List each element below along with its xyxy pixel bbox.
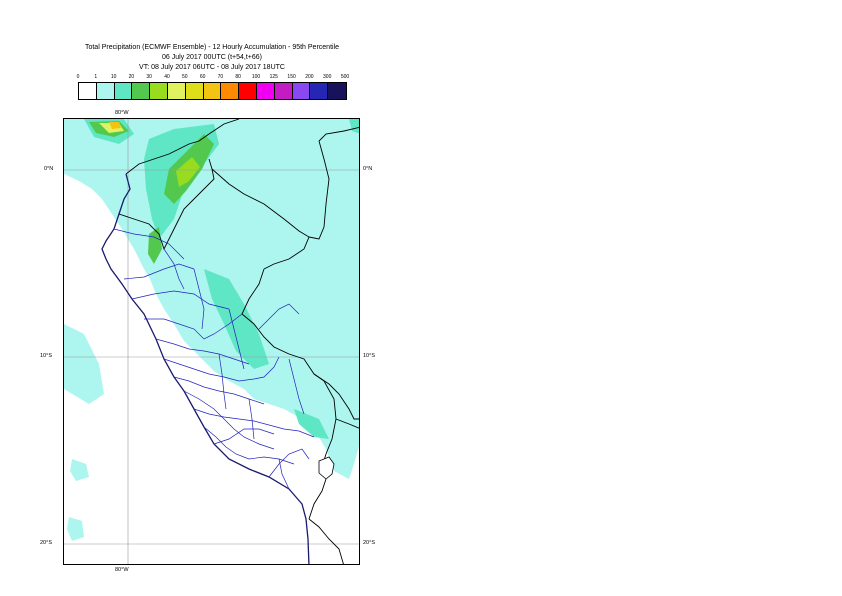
legend-swatch-11 <box>274 83 293 99</box>
legend-swatch-6 <box>185 83 204 99</box>
legend-swatch-13 <box>310 83 329 99</box>
title-line-2: 06 July 2017 00UTC (t+54,t+66) <box>161 54 262 61</box>
precip-area-extreme-1 <box>109 122 121 129</box>
precip-area-light-west1 <box>64 324 104 404</box>
lat-label-0n-right: 0°N <box>363 166 373 172</box>
lon-label-bottom: 80°W <box>115 567 129 573</box>
legend-label-6: 50 <box>182 74 188 80</box>
precip-area-light <box>64 119 359 479</box>
legend-label-4: 30 <box>146 74 152 80</box>
regional-borders <box>113 228 315 490</box>
border-peru-colombia <box>211 168 310 270</box>
legend-swatch-2 <box>114 83 133 99</box>
legend-swatch-12 <box>292 83 311 99</box>
border-ecuador-peru <box>118 158 215 251</box>
title-line-3: VT: 08 July 2017 06UTC - 08 July 2017 18… <box>139 64 285 71</box>
legend-label-14: 300 <box>323 74 332 80</box>
border-peru-brazil <box>241 268 359 420</box>
lon-label-top: 80°W <box>115 110 129 116</box>
legend-swatch-9 <box>239 83 257 99</box>
title-line-1: Total Precipitation (ECMWF Ensemble) - 1… <box>84 44 340 51</box>
legend-label-12: 150 <box>287 74 296 80</box>
precip-area-medium-5 <box>349 119 359 134</box>
legend-swatch-3 <box>132 83 151 99</box>
legend-swatch-5 <box>167 83 186 99</box>
precip-area-medium-4 <box>294 409 329 439</box>
legend-label-13: 200 <box>305 74 314 80</box>
legend-swatch-8 <box>221 83 240 99</box>
precip-area-medium-1 <box>204 269 269 369</box>
legend-swatch-4 <box>150 83 168 99</box>
border-bolivia-chile <box>308 518 344 564</box>
border-colombia-brazil <box>308 127 359 240</box>
precip-area-light-west2 <box>70 459 89 481</box>
chart-title-block: Total Precipitation (ECMWF Ensemble) - 1… <box>0 43 424 73</box>
legend-label-1: 1 <box>94 74 98 80</box>
legend-swatch-10 <box>256 83 275 99</box>
lat-label-0n-left: 0°N <box>44 166 54 172</box>
border-peru-bolivia <box>308 373 337 520</box>
legend-label-10: 100 <box>251 74 261 80</box>
legend-label-0: 0 <box>76 74 80 80</box>
legend-label-9: 80 <box>235 74 241 80</box>
precipitation-legend-bar <box>78 82 347 100</box>
legend-swatch-7 <box>203 83 222 99</box>
legend-label-2: 10 <box>110 74 117 80</box>
legend-label-7: 60 <box>199 74 206 80</box>
legend-swatch-1 <box>96 83 115 99</box>
border-ecuador-colombia <box>125 119 240 175</box>
lat-label-10s-left: 10°S <box>40 353 52 359</box>
precip-area-heavy-3 <box>148 227 162 264</box>
precip-area-veryheavy-1 <box>176 157 200 187</box>
legend-label-15: 500 <box>340 74 350 80</box>
legend-label-3: 20 <box>128 74 135 80</box>
lat-label-20s-right: 20°S <box>363 540 375 546</box>
legend-swatch-0 <box>79 83 97 99</box>
legend-swatch-14 <box>328 83 346 99</box>
legend-labels: 0 1 10 20 30 40 50 60 70 80 100 125 150 200 300 500 <box>0 74 842 84</box>
precipitation-map <box>64 119 359 564</box>
precip-area-light-west3 <box>67 517 84 541</box>
lake-titicaca <box>318 456 335 480</box>
legend-label-8: 70 <box>217 74 224 80</box>
lat-label-20s-left: 20°S <box>40 540 52 546</box>
legend-label-11: 125 <box>269 74 278 80</box>
legend-label-5: 40 <box>164 74 170 80</box>
border-bolivia-east <box>335 418 359 429</box>
map-frame <box>63 118 360 565</box>
lat-label-10s-right: 10°S <box>363 353 375 359</box>
